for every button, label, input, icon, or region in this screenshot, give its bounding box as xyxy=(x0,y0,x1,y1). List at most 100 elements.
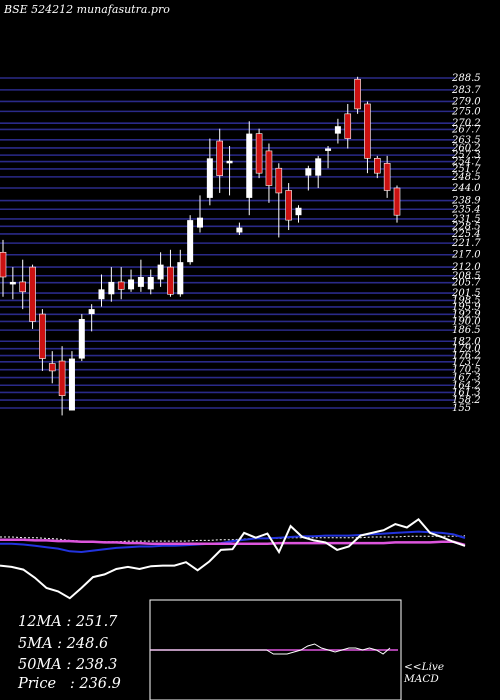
macd-title: MACD xyxy=(404,673,439,685)
candle-down xyxy=(285,190,292,221)
y-tick-label: 195.9 xyxy=(452,302,481,313)
chart-header: BSE 524212 munafasutra.pro xyxy=(4,3,170,16)
y-tick-label: 254.7 xyxy=(451,157,481,168)
y-tick-label: 186.5 xyxy=(452,325,481,336)
price-readout: Price : 236.9 xyxy=(18,676,121,692)
candle-down xyxy=(29,266,36,322)
y-tick-label: 238.9 xyxy=(451,196,481,207)
y-tick-label: 267.7 xyxy=(451,124,481,135)
line-price xyxy=(0,517,466,600)
candle-up xyxy=(68,358,75,411)
candle-up xyxy=(187,220,194,263)
y-tick-label: 248.5 xyxy=(451,172,481,183)
candle-up xyxy=(137,276,144,287)
macd-label: <<Live MACD xyxy=(404,661,444,685)
candle-down xyxy=(265,150,273,186)
candle-up xyxy=(246,133,253,198)
candle-down xyxy=(58,360,66,396)
candle-down xyxy=(255,133,263,174)
y-tick-label: 198.5 xyxy=(452,295,481,306)
candle-up xyxy=(315,158,322,176)
ma5-value: 248.6 xyxy=(66,636,109,652)
price-y-tick-labels: 288.5283.7279.0275.0270.2267.7263.5260.2… xyxy=(451,73,481,414)
line-5ma xyxy=(0,530,466,554)
candle-down xyxy=(216,140,223,176)
moving-average-lines xyxy=(0,517,466,600)
candle-up xyxy=(197,217,203,228)
y-tick-label: 260.2 xyxy=(451,143,481,154)
candle-up xyxy=(295,207,302,216)
y-tick-label: 283.7 xyxy=(451,85,481,96)
candle-up xyxy=(78,319,85,359)
ma50-value: 238.3 xyxy=(75,657,118,673)
line-50ma xyxy=(0,538,466,547)
candle-down xyxy=(167,266,174,295)
candle-down xyxy=(275,167,283,194)
candle-up xyxy=(9,281,16,285)
y-tick-label: 228.5 xyxy=(451,221,481,232)
y-tick-label: 279.0 xyxy=(451,96,481,107)
y-tick-label: 182.0 xyxy=(452,336,481,347)
candle-up xyxy=(206,158,213,198)
y-tick-label: 155 xyxy=(452,403,471,414)
candle-down xyxy=(344,113,352,139)
y-tick-label: 212.0 xyxy=(451,262,481,273)
candle-down xyxy=(364,103,371,159)
y-tick-label: 251.7 xyxy=(451,164,481,175)
y-tick-label: 190.0 xyxy=(452,316,481,327)
ma50-readout: 50MA : 238.3 xyxy=(18,657,118,673)
y-tick-label: 170.5 xyxy=(452,365,481,376)
candle-up xyxy=(98,289,105,300)
ma5-readout: 5MA : 248.6 xyxy=(18,636,109,652)
candlesticks xyxy=(0,76,401,416)
ma12-label: 12MA xyxy=(18,614,62,630)
candle-down xyxy=(393,187,401,216)
ma50-label: 50MA xyxy=(18,657,62,673)
candle-up xyxy=(177,262,184,295)
ma12-value: 251.7 xyxy=(75,614,118,630)
price-value: 236.9 xyxy=(79,676,121,692)
y-tick-label: 205.7 xyxy=(451,278,481,289)
candle-up xyxy=(334,126,341,134)
y-tick-label: 288.5 xyxy=(451,73,481,84)
y-tick-label: 167.3 xyxy=(452,373,481,384)
y-tick-label: 161.3 xyxy=(452,387,481,398)
y-tick-label: 173.7 xyxy=(452,357,481,368)
y-tick-label: 217.0 xyxy=(451,250,481,261)
candle-down xyxy=(48,363,56,372)
ma12-readout: 12MA : 251.7 xyxy=(18,614,118,630)
macd-live-text: <<Live xyxy=(404,661,445,673)
ma5-label: 5MA xyxy=(18,636,53,652)
y-tick-label: 263.5 xyxy=(451,135,481,146)
candle-up xyxy=(147,276,154,290)
y-tick-label: 225.4 xyxy=(451,229,481,240)
candle-up xyxy=(236,227,243,233)
y-tick-label: 164.2 xyxy=(452,380,481,391)
y-tick-label: 221.7 xyxy=(451,238,481,249)
stock-code: 524212 xyxy=(31,3,74,16)
macd-line xyxy=(150,643,391,655)
y-tick-label: 275.0 xyxy=(451,106,481,117)
candle-up xyxy=(305,168,312,176)
y-tick-label: 192.9 xyxy=(452,309,481,320)
y-tick-label: 179.0 xyxy=(452,344,481,355)
candle-up xyxy=(226,160,233,164)
candle-up xyxy=(88,309,95,315)
candle-up xyxy=(157,264,164,280)
y-tick-label: 208.5 xyxy=(451,271,481,282)
y-tick-label: 270.2 xyxy=(451,118,481,129)
y-tick-label: 257.3 xyxy=(451,150,481,161)
candle-down xyxy=(354,78,361,110)
y-tick-label: 231.5 xyxy=(451,214,481,225)
y-tick-label: 176.2 xyxy=(452,351,481,362)
candle-up xyxy=(128,279,135,290)
y-tick-label: 158.2 xyxy=(452,395,481,406)
price-label: Price xyxy=(18,676,57,692)
y-tick-label: 201.5 xyxy=(451,288,481,299)
candle-down xyxy=(0,251,7,278)
exchange-label: BSE xyxy=(4,3,28,16)
candle-down xyxy=(117,281,125,290)
candle-down xyxy=(383,162,391,191)
